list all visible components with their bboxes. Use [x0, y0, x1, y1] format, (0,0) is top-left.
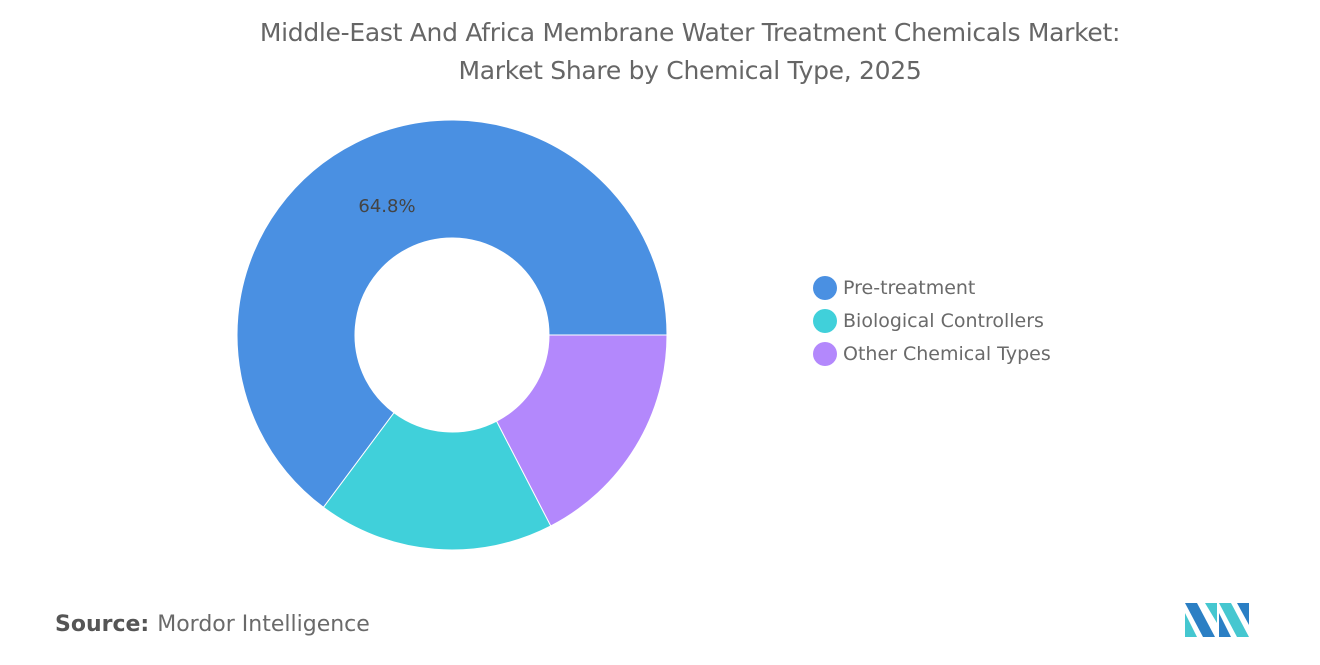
- data-label: 64.8%: [358, 196, 415, 217]
- subtitle-line: Market Share by Chemical Type, 2025: [458, 56, 922, 85]
- source-note: Source: Mordor Intelligence: [55, 612, 370, 637]
- title-line: Middle-East And Africa Membrane Water Tr…: [259, 18, 1121, 47]
- legend: Pre-treatment Biological Controllers Oth…: [813, 271, 1051, 370]
- source-value: Mordor Intelligence: [157, 612, 370, 637]
- legend-label: Pre-treatment: [843, 276, 976, 299]
- legend-label: Other Chemical Types: [843, 342, 1051, 365]
- mordor-logo: [1185, 603, 1249, 637]
- slice-other-chemical-types: [495, 334, 668, 527]
- legend-swatch: [813, 341, 837, 366]
- legend-swatch: [813, 308, 837, 333]
- legend-label: Biological Controllers: [843, 309, 1044, 332]
- source-label: Source:: [55, 612, 150, 637]
- slice-pre-treatment: [236, 119, 668, 509]
- slice-biological-controllers: [322, 412, 552, 551]
- legend-swatch: [813, 275, 837, 300]
- legend-item-pre-treatment: Pre-treatment: [813, 271, 1051, 304]
- legend-item-biological-controllers: Biological Controllers: [813, 304, 1051, 337]
- chart-title: Middle-East And Africa Membrane Water Tr…: [0, 14, 1320, 90]
- legend-item-other-chemical-types: Other Chemical Types: [813, 337, 1051, 370]
